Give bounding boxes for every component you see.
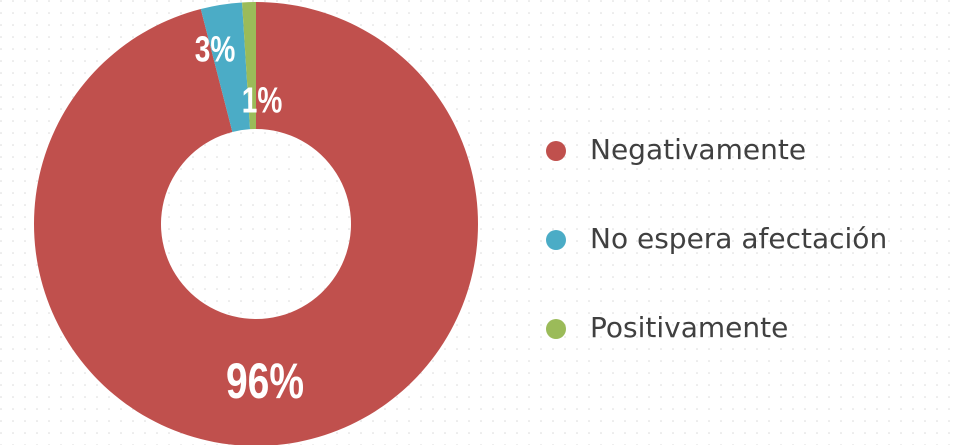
legend-label: No espera afectación: [590, 222, 887, 255]
data-label: 96%: [226, 352, 304, 409]
legend-label: Negativamente: [590, 133, 806, 166]
slice: [200, 2, 251, 132]
donut: 96% 3%1%: [34, 2, 478, 445]
legend-marker: [546, 230, 566, 250]
slice: [34, 2, 478, 445]
data-label: 1%: [242, 80, 283, 120]
legend-marker: [546, 319, 566, 339]
legend: Negativamente No espera afectación Positiv…: [546, 133, 887, 344]
legend-marker: [546, 141, 566, 161]
legend-label: Positivamente: [590, 311, 788, 344]
slice: [242, 2, 256, 130]
data-label: 3%: [195, 29, 236, 69]
